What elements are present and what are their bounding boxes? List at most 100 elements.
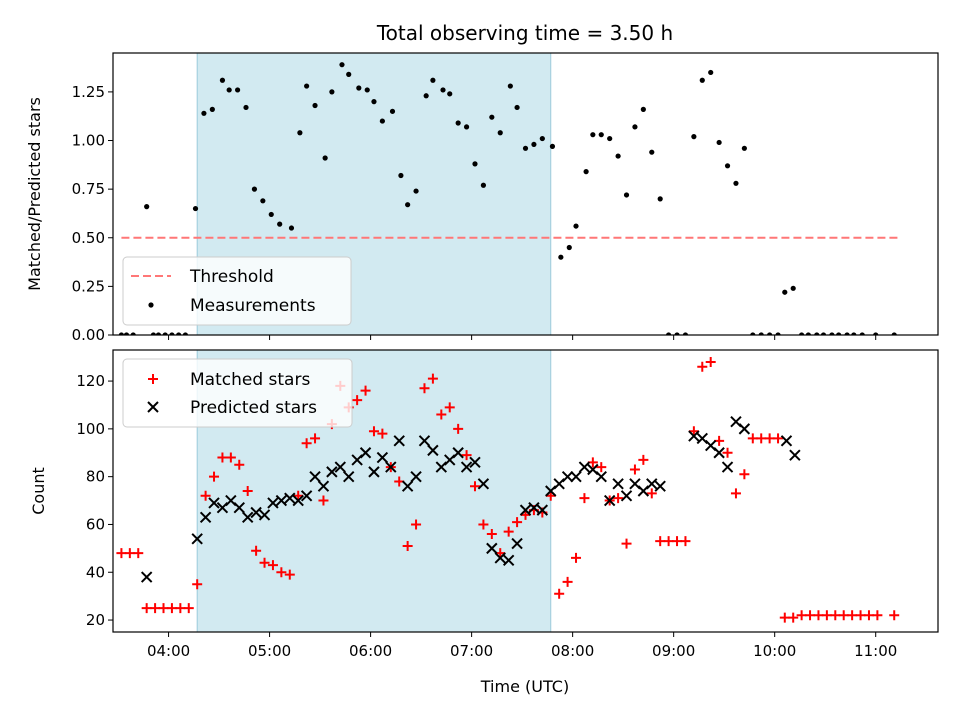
measurement-point	[118, 332, 125, 335]
matched-stars-point	[863, 610, 874, 621]
matched-stars-point	[773, 433, 784, 444]
matched-stars-point	[629, 464, 640, 475]
predicted-stars-point	[789, 449, 801, 461]
matched-stars-point	[646, 488, 657, 499]
matched-stars-point	[613, 493, 624, 504]
legend-matched-label: Matched stars	[190, 370, 310, 390]
y-tick-label: 40	[86, 563, 105, 581]
measurement-point	[182, 332, 188, 335]
matched-stars-point	[680, 536, 691, 547]
measurement-point	[623, 192, 630, 198]
predicted-stars-point	[654, 480, 666, 492]
plot-area	[118, 62, 901, 335]
measurement-point	[724, 163, 731, 169]
measurement-point	[297, 130, 303, 136]
predicted-stars-point	[511, 537, 523, 550]
measurement-point	[201, 110, 207, 116]
matched-stars-point	[821, 610, 832, 621]
measurement-point	[666, 332, 672, 335]
measurement-point	[329, 89, 335, 95]
matched-stars-point	[747, 433, 758, 444]
predicted-stars-point	[519, 504, 532, 516]
matched-stars-point	[158, 603, 169, 614]
legend-box	[122, 256, 352, 326]
measurement-point	[463, 124, 470, 130]
x-tick-label: 05:00	[248, 642, 291, 660]
measurement-point	[790, 285, 796, 291]
matched-stars-point	[739, 469, 750, 480]
matched-stars-point	[788, 612, 799, 623]
legend-measurements-label: Measurements	[190, 296, 316, 316]
predicted-stars-point	[738, 423, 751, 435]
matched-stars-point	[175, 603, 186, 614]
matched-stars-point	[200, 490, 211, 501]
measurement-point	[447, 91, 453, 97]
measurement-point	[288, 225, 295, 231]
legend-matched-swatch	[148, 374, 158, 384]
measurement-point	[699, 77, 705, 83]
measurement-point	[430, 77, 436, 83]
measurement-point	[251, 186, 258, 192]
predicted-stars-point	[502, 554, 515, 567]
measurement-point	[716, 139, 722, 146]
x-tick-label: 04:00	[147, 642, 190, 660]
measurement-point	[489, 114, 495, 120]
predicted-stars-point	[199, 511, 212, 523]
predicted-stars-point	[486, 542, 498, 555]
measurement-point	[423, 93, 429, 99]
predicted-stars-point	[359, 447, 372, 459]
matched-stars-point	[267, 560, 278, 571]
measurement-point	[507, 83, 513, 89]
matched-stars-point	[621, 538, 632, 549]
measurement-point	[234, 87, 241, 93]
matched-stars-point	[730, 488, 741, 499]
measurement-point	[566, 244, 572, 251]
matched-stars-point	[697, 361, 708, 372]
matched-stars-point	[360, 385, 371, 396]
predicted-stars-point	[334, 461, 347, 473]
matched-stars-point	[722, 447, 733, 458]
measurement-point	[522, 145, 529, 151]
predicted-stars-point	[620, 490, 633, 502]
predicted-stars-point	[427, 444, 439, 457]
measurement-point	[455, 120, 461, 126]
y-tick-label: 80	[86, 468, 105, 486]
matched-stars-point	[259, 557, 270, 568]
matched-stars-point	[310, 433, 321, 444]
chart-title: Total observing time = 3.50 h	[376, 21, 673, 45]
matched-stars-point	[469, 481, 480, 492]
matched-stars-point	[663, 536, 674, 547]
measurement-point	[176, 332, 182, 335]
x-tick-label: 09:00	[652, 642, 695, 660]
matched-stars-point	[461, 450, 472, 461]
predicted-stars-point	[292, 494, 304, 507]
measurement-point	[339, 62, 345, 68]
measurement-point	[531, 141, 537, 148]
matched-stars-point	[453, 423, 464, 434]
measurement-point	[472, 161, 478, 167]
measurement-point	[243, 104, 249, 111]
predicted-stars-point	[368, 466, 380, 478]
measurement-point	[782, 289, 788, 295]
measurement-point	[389, 108, 396, 114]
measurement-point	[277, 221, 283, 227]
y-tick-label: 1.25	[72, 83, 105, 101]
predicted-stars-point	[494, 552, 506, 564]
legend-box	[122, 358, 353, 428]
plot-frame	[112, 349, 939, 633]
y-tick-label: 0.50	[72, 229, 105, 247]
matched-stars-point	[444, 402, 455, 413]
x-tick-label: 06:00	[349, 642, 392, 660]
predicted-stars-point	[612, 478, 624, 490]
matched-stars-point	[141, 603, 152, 614]
measurement-point	[649, 149, 655, 155]
matched-stars-point	[764, 433, 775, 444]
matched-stars-point	[427, 373, 438, 384]
measurement-point	[192, 205, 199, 212]
predicted-stars-point	[713, 447, 725, 459]
ratio-panel: 0.00 0.25 0.50 0.75 1.00 1.25 Threshold Measure…	[72, 52, 939, 344]
matched-stars-point	[688, 426, 699, 437]
matched-stars-point	[411, 519, 422, 530]
measurement-point	[514, 104, 520, 111]
legend: Threshold Measurements	[122, 256, 352, 326]
